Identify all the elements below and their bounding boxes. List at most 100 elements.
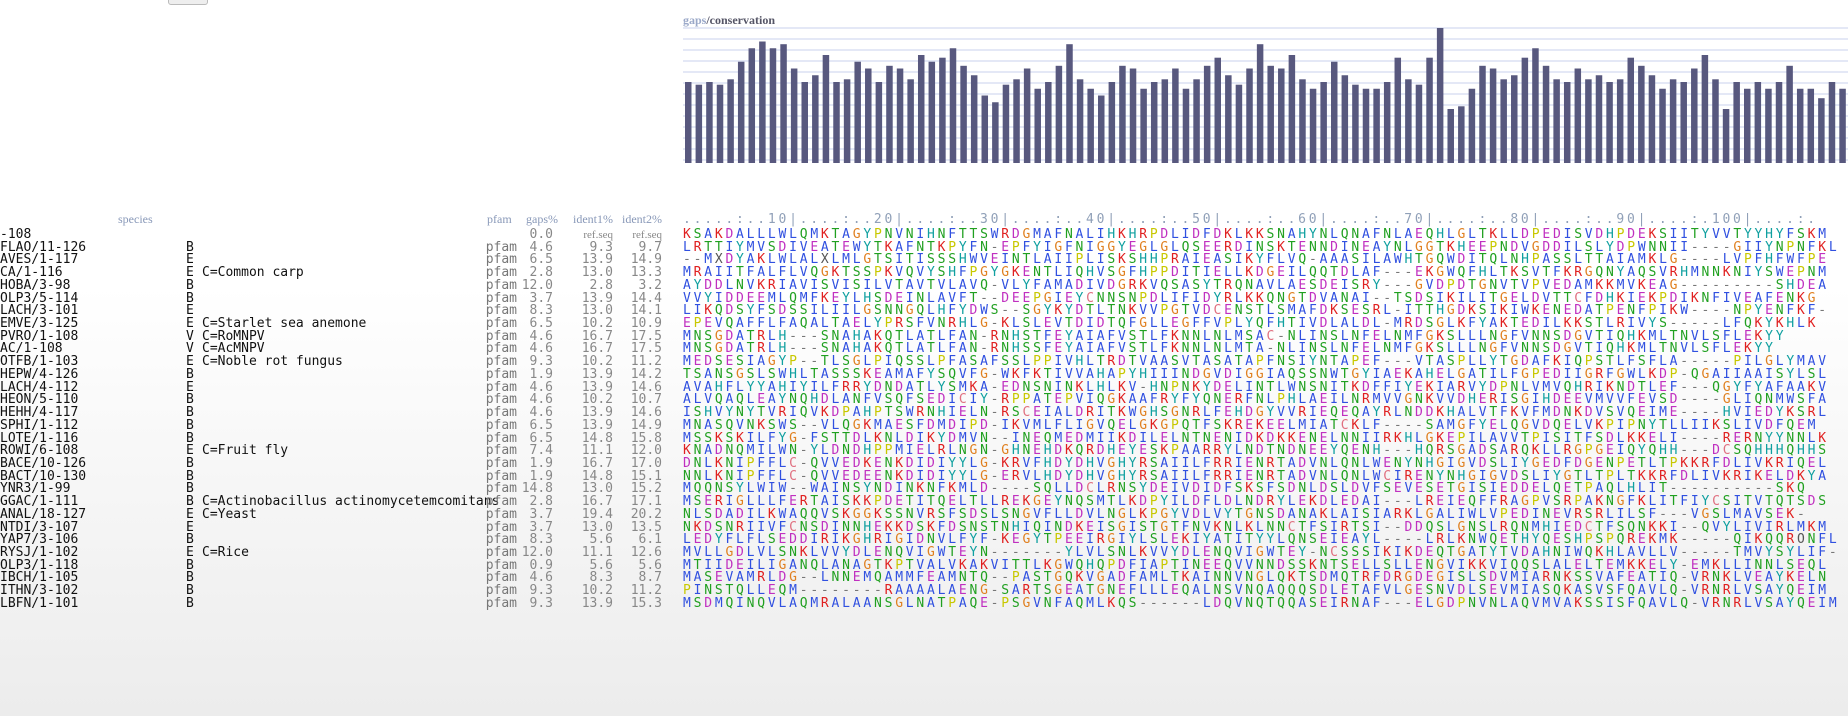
residue: D	[1659, 366, 1670, 382]
residue: G	[1457, 417, 1469, 433]
residue: E	[1765, 303, 1776, 319]
source: pfam	[485, 455, 517, 471]
residue: D	[1457, 252, 1469, 268]
residue: T	[746, 341, 758, 357]
residue: Y	[1277, 494, 1288, 510]
residue: Y	[980, 392, 991, 408]
residue: G	[852, 506, 864, 522]
residue: E	[1436, 481, 1447, 497]
residue: Y	[1372, 405, 1384, 421]
residue: V	[1659, 265, 1670, 281]
residue: W	[990, 227, 1002, 242]
residue: F	[1054, 417, 1065, 433]
residue: L	[1308, 481, 1320, 497]
residue: A	[1287, 506, 1299, 522]
residue: K	[1574, 316, 1585, 332]
residue: S	[1425, 290, 1437, 306]
residue: G	[1531, 239, 1543, 255]
residue: L	[1330, 227, 1341, 242]
residue: N	[958, 570, 970, 586]
residue: T	[1043, 570, 1055, 586]
residue: R	[1234, 417, 1246, 433]
residue: Q	[757, 595, 768, 611]
residue: V	[1096, 417, 1108, 433]
residue: G	[1436, 570, 1447, 586]
residue: D	[1171, 265, 1182, 281]
source: pfam	[485, 252, 517, 268]
residue: A	[746, 252, 758, 268]
button[interactable]	[168, 0, 208, 5]
residue: G	[1457, 443, 1469, 459]
residue: P	[873, 494, 885, 510]
residue: I	[1701, 468, 1713, 484]
residue: K	[1117, 430, 1129, 446]
sequence: EPEVQAFFLFAQALTAELYPRSFVNRHLG-KLSLEVTDID…	[683, 317, 1818, 330]
residue: N	[1245, 595, 1256, 611]
residue: L	[1149, 583, 1161, 599]
type: B	[186, 570, 194, 586]
residue: Y	[1330, 443, 1341, 459]
residue: L	[1224, 265, 1235, 281]
species: C=Fruit fly	[202, 443, 289, 459]
residue: R	[1669, 265, 1681, 281]
ident2: ref.seq	[632, 229, 662, 241]
residue: E	[725, 354, 737, 370]
residue: -	[990, 392, 1002, 408]
residue: V	[1149, 545, 1161, 560]
residue: A	[1149, 354, 1161, 370]
residue: S	[1478, 303, 1490, 319]
ident2: 14.9	[630, 252, 662, 268]
residue: N	[1277, 227, 1288, 242]
residue: Q	[1308, 265, 1320, 281]
residue: K	[1680, 455, 1691, 471]
residue: E	[1775, 290, 1787, 306]
residue: L	[1330, 455, 1341, 471]
residue: -	[1415, 532, 1426, 548]
residue: E	[778, 532, 790, 548]
residue: Y	[1043, 303, 1055, 319]
residue: R	[1022, 583, 1034, 599]
residue: L	[1393, 557, 1405, 573]
residue: E	[1510, 506, 1522, 522]
residue: I	[789, 405, 800, 421]
residue: F	[1648, 354, 1660, 370]
residue: S	[725, 366, 737, 382]
residue: F	[1796, 252, 1808, 268]
residue: -	[1415, 417, 1426, 433]
residue: K	[1796, 303, 1808, 319]
residue: K	[1552, 354, 1564, 370]
conservation-bar	[1415, 84, 1423, 163]
residue: T	[1043, 366, 1055, 382]
residue: L	[1149, 341, 1161, 357]
residue: -	[1828, 545, 1840, 560]
residue: A	[1584, 303, 1596, 319]
residue: Q	[1287, 595, 1299, 611]
residue: -	[1277, 328, 1288, 344]
residue: L	[1542, 443, 1553, 459]
residue: I	[1298, 354, 1309, 370]
residue: I	[1733, 366, 1744, 382]
residue: A	[1330, 252, 1341, 268]
residue: G	[1117, 277, 1129, 293]
residue: A	[1743, 506, 1755, 522]
residue: I	[1743, 557, 1755, 573]
residue: N	[1786, 290, 1797, 306]
ident1: 10.2	[581, 354, 613, 370]
residue: S	[1277, 481, 1288, 497]
residue: H	[1234, 405, 1246, 421]
residue: N	[1362, 443, 1373, 459]
residue: -	[990, 379, 1002, 395]
residue: -	[1160, 595, 1172, 611]
residue: I	[1234, 252, 1246, 268]
residue: N	[1192, 341, 1203, 357]
conservation-bar	[917, 55, 925, 163]
residue: I	[969, 392, 981, 408]
residue: G	[1722, 379, 1734, 395]
residue: E	[1627, 570, 1638, 586]
residue: G	[1054, 557, 1065, 573]
residue: Q	[937, 494, 949, 510]
residue: M	[1584, 277, 1596, 293]
type: B	[186, 455, 194, 471]
residue: D	[1669, 392, 1681, 408]
residue: C	[1383, 468, 1394, 484]
